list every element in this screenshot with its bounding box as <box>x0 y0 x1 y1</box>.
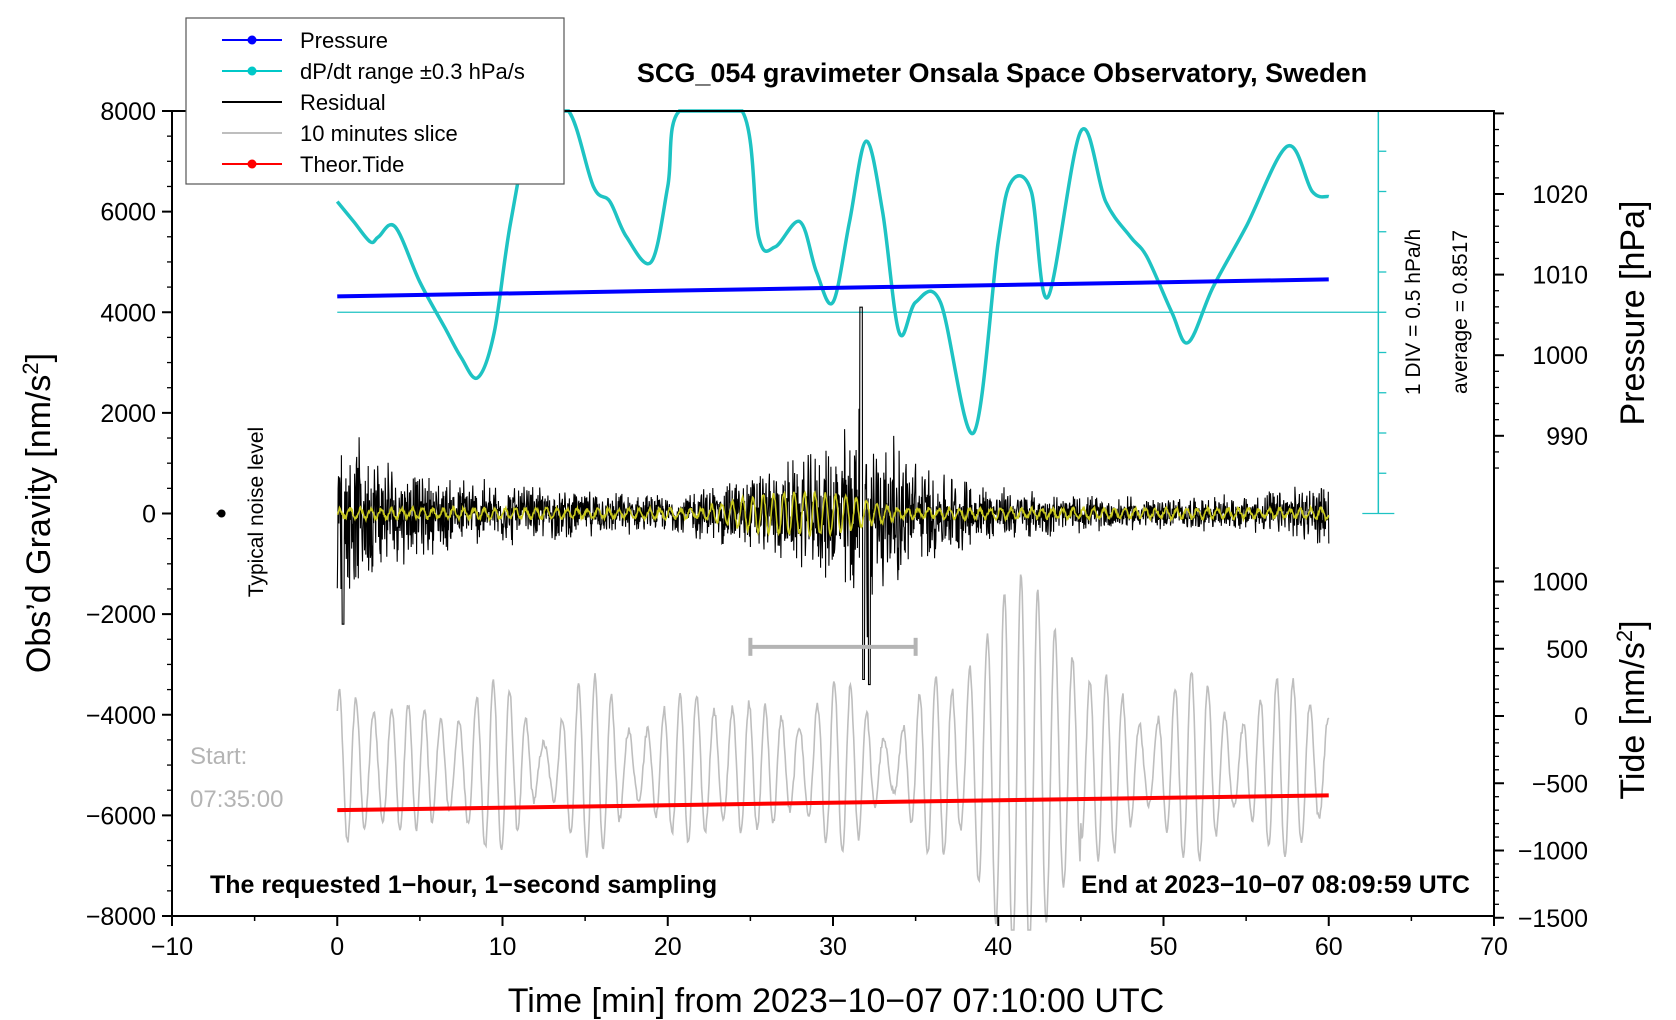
legend-label: dP/dt range ±0.3 hPa/s <box>300 59 525 84</box>
x-tick-label: 0 <box>330 933 344 961</box>
tide-tick-label: 1000 <box>1532 569 1588 597</box>
tide-tick-label: −500 <box>1532 770 1588 798</box>
x-tick-label: 40 <box>984 933 1012 961</box>
pressure-tick-label: 1000 <box>1532 342 1588 370</box>
dpdt-series-line <box>335 109 1330 435</box>
tide-tick-label: 500 <box>1546 636 1588 664</box>
y-axis-label-left: Obs’d Gravity [nm/s2] <box>18 353 58 673</box>
chart-title: SCG_054 gravimeter Onsala Space Observat… <box>637 58 1367 88</box>
y-axis-label-tide: Tide [nm/s2] <box>1612 620 1652 799</box>
legend: Pressure dP/dt range ±0.3 hPa/s Residual 10… <box>185 17 565 185</box>
y-tick-label: −2000 <box>86 601 156 629</box>
y-tick-label: 8000 <box>100 98 156 126</box>
tide-tick-label: −1000 <box>1518 838 1588 866</box>
x-tick-label: 60 <box>1315 933 1343 961</box>
y-tick-label: 6000 <box>100 199 156 227</box>
pressure-tick-label: 1010 <box>1532 262 1588 290</box>
x-axis-label: Time [min] from 2023−10−07 07:10:00 UTC <box>508 982 1164 1020</box>
legend-label: Residual <box>300 90 386 115</box>
legend-label: 10 minutes slice <box>300 121 458 146</box>
pressure-series-line <box>337 277 1329 299</box>
y-axis-label-pressure: Pressure [hPa] <box>1614 201 1652 426</box>
pressure-tick-label: 990 <box>1546 423 1588 451</box>
legend-items: Pressure dP/dt range ±0.3 hPa/s Residual 10… <box>222 28 525 177</box>
y-tick-label: 4000 <box>100 299 156 327</box>
noise-level-dot <box>217 509 226 518</box>
tide-tick-label: 0 <box>1574 703 1588 731</box>
ticks-layer: −10 0 10 20 30 40 50 60 70−8000−6000−4000−200002… <box>86 98 1588 961</box>
y-axis-label-tide-sup: 2 <box>1612 630 1637 642</box>
y-axis-label-left-sup: 2 <box>18 362 43 374</box>
y-axis-label-tide-end: ] <box>1614 620 1652 629</box>
y-axis-label-tide-main: Tide [nm/s <box>1614 642 1652 799</box>
tide-tick-label: −1500 <box>1518 905 1588 933</box>
legend-marker <box>247 66 257 76</box>
filtered-series-line <box>336 490 1330 538</box>
start-label: Start: <box>190 743 247 770</box>
x-tick-label: 50 <box>1150 933 1178 961</box>
series-layer <box>216 109 1395 931</box>
legend-marker <box>247 159 257 169</box>
y-tick-label: −6000 <box>86 802 156 830</box>
y-tick-label: −4000 <box>86 702 156 730</box>
tide-series-line <box>337 793 1329 813</box>
noise-level-label: Typical noise level <box>245 427 268 597</box>
average-label: average = 0.8517 <box>1449 230 1472 394</box>
scale-bar-label: 1 DIV = 0.5 hPa/h <box>1402 229 1425 395</box>
y-axis-label-left-main: Obs’d Gravity [nm/s <box>20 375 58 674</box>
legend-label: Theor.Tide <box>300 152 404 177</box>
x-tick-label: 20 <box>654 933 682 961</box>
start-time-label: 07:35:00 <box>190 786 283 813</box>
y-tick-label: 2000 <box>100 400 156 428</box>
legend-label: Pressure <box>300 28 388 53</box>
x-tick-label: −10 <box>151 933 193 961</box>
y-tick-label: −8000 <box>86 903 156 931</box>
slice-series-line <box>336 574 1330 931</box>
x-tick-label: 10 <box>489 933 517 961</box>
y-tick-label: 0 <box>142 501 156 529</box>
legend-marker <box>247 35 257 45</box>
x-tick-label: 30 <box>819 933 847 961</box>
x-tick-label: 70 <box>1480 933 1508 961</box>
pressure-tick-label: 1020 <box>1532 181 1588 209</box>
bottom-right-label: End at 2023−10−07 08:09:59 UTC <box>1081 871 1470 899</box>
y-axis-label-left-end: ] <box>20 353 58 362</box>
bottom-left-label: The requested 1−hour, 1−second sampling <box>210 871 717 899</box>
